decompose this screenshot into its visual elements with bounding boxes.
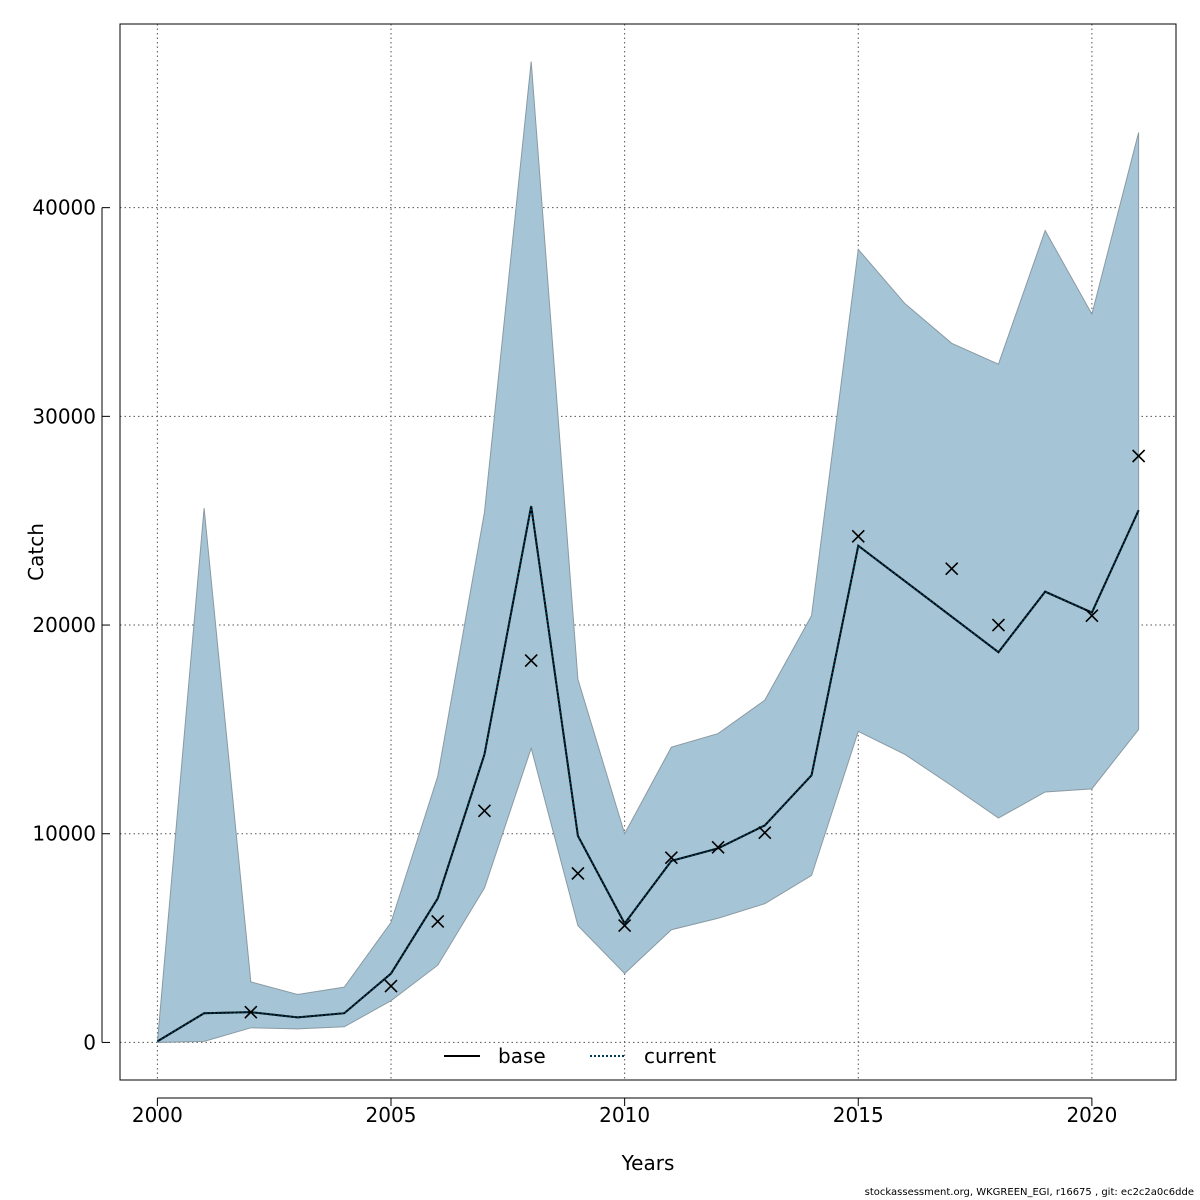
observation-point (618, 918, 632, 933)
plot-box (119, 23, 1177, 1081)
observation-point (431, 914, 445, 928)
observation-point (711, 840, 725, 854)
observation-point (477, 804, 492, 818)
observation-point (1085, 609, 1099, 623)
observation-point (384, 979, 398, 993)
observation-point (244, 1005, 258, 1019)
observation-point (524, 653, 538, 668)
y-tick-label: 0 (83, 1030, 96, 1054)
observation-point (1132, 449, 1146, 463)
x-tick-label: 2015 (833, 1103, 884, 1127)
confidence-band (156, 61, 1140, 1043)
y-axis-title: Catch (24, 523, 48, 581)
observation-point (664, 851, 678, 865)
observation-point (758, 826, 772, 840)
observation-point (945, 562, 959, 576)
x-tick-label: 2010 (599, 1103, 650, 1127)
y-tick-label: 10000 (32, 822, 96, 846)
y-tick-label: 20000 (32, 613, 96, 637)
series-line-current (156, 505, 1140, 1043)
axes: 2000 2005 2010 2015 2020 0 10000 20000 30000 4000… (32, 196, 1117, 1127)
x-tick-label: 2020 (1066, 1103, 1117, 1127)
legend-label-current: current (644, 1044, 716, 1068)
footer-credit: stockassessment.org, WKGREEN_EGI, r16675… (864, 1187, 1194, 1198)
series-lines (156, 505, 1140, 1043)
x-tick-label: 2000 (132, 1103, 183, 1127)
x-tick-label: 2005 (366, 1103, 417, 1127)
x-axis-title: Years (621, 1151, 675, 1175)
observation-point (851, 529, 865, 543)
observation-markers (244, 449, 1146, 1019)
observation-point (991, 618, 1006, 632)
band-area (156, 61, 1140, 1043)
observation-point (571, 866, 585, 880)
legend: base current (444, 1044, 716, 1068)
legend-label-base: base (498, 1044, 546, 1068)
y-tick-label: 40000 (32, 196, 96, 220)
y-tick-label: 30000 (32, 404, 96, 428)
